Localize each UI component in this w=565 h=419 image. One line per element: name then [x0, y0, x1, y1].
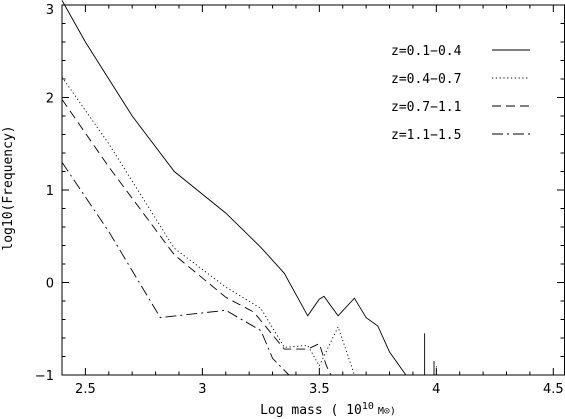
x-axis-label-unit: M⊙) [378, 406, 396, 417]
legend-label: z=0.4−0.7 [391, 72, 461, 87]
y-tick-label: 1 [46, 184, 54, 199]
legend-label: z=1.1−1.5 [391, 128, 461, 143]
y-tick-label: 3 [46, 3, 54, 18]
series-line-2 [61, 76, 355, 376]
series-line-1 [61, 0, 407, 376]
x-tick-label: 2.5 [75, 382, 96, 397]
y-tick-label: 0 [46, 277, 54, 292]
plot-area [61, 4, 565, 376]
x-axis-label-text: Log mass ( 10 [260, 403, 362, 418]
legend-label: z=0.1−0.4 [391, 44, 462, 59]
x-tick-label: 3 [198, 382, 206, 397]
x-tick-label: 3.5 [309, 382, 330, 397]
x-tick-label: 4.5 [543, 382, 564, 397]
x-axis-label: Log mass ( 1010 M⊙) [260, 401, 396, 418]
series-line-4 [61, 162, 290, 376]
plot-frame [61, 4, 565, 376]
y-axis-label: log10(Frequency) [1, 125, 16, 250]
series-lines [61, 0, 437, 376]
legend: z=0.1−0.4 z=0.4−0.7 z=0.7−1.1 z=1.1−1.5 [391, 44, 530, 143]
y-tick-label: −1 [35, 369, 54, 384]
y-tick-label: 2 [46, 92, 54, 107]
x-tick-label: 4 [432, 382, 440, 397]
x-axis-label-exponent: 10 [362, 401, 374, 412]
axis-ticks: 2.5 3 3.5 4 4.5 −1 0 1 2 3 [35, 3, 564, 397]
legend-label: z=0.7−1.1 [391, 100, 461, 115]
series-line-3 [61, 99, 332, 376]
